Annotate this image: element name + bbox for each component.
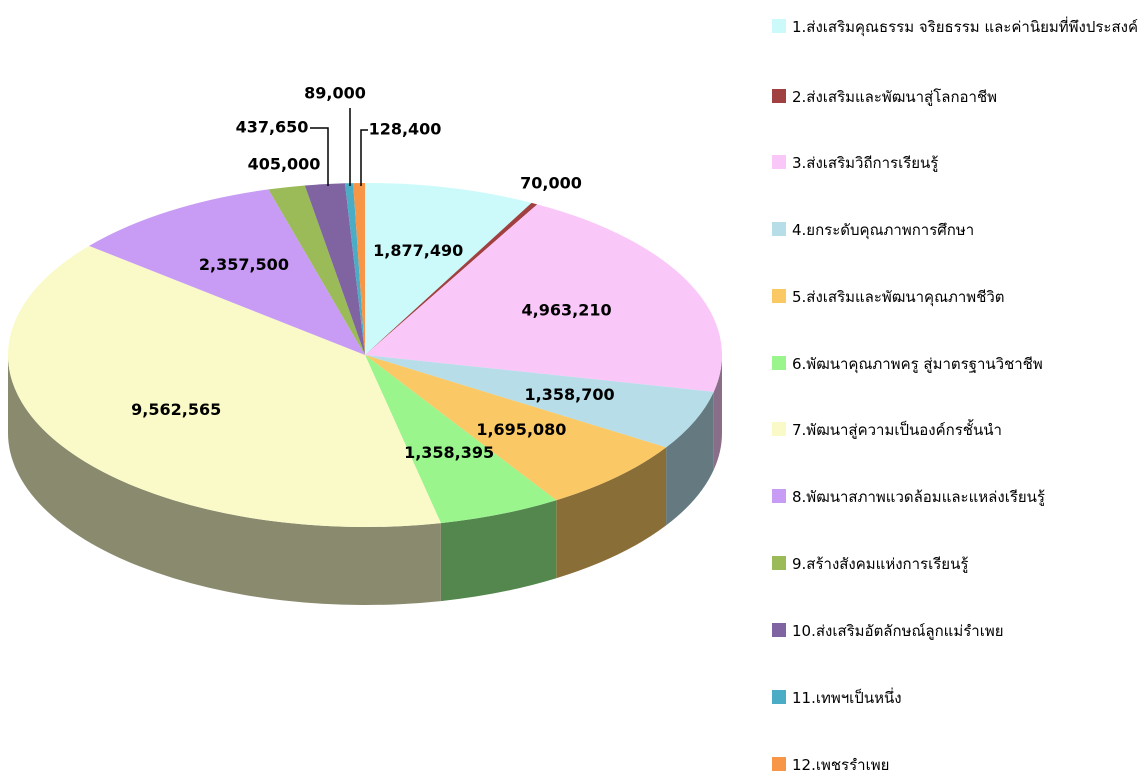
legend-label: 12.เพชรรำเพย xyxy=(792,756,890,774)
legend-item: 1.ส่งเสริมคุณธรรม จริยธรรม และค่านิยมที่… xyxy=(772,10,1144,45)
legend-label: 2.ส่งเสริมและพัฒนาสู่โลกอาชีพ xyxy=(792,88,998,106)
slice xyxy=(304,183,365,355)
legend-item: 6.พัฒนาคุณภาพครู สู่มาตรฐานวิชาชีพ xyxy=(772,347,1144,382)
slice xyxy=(89,189,365,355)
legend-label: 4.ยกระดับคุณภาพการศึกษา xyxy=(792,221,975,239)
legend-label: 6.พัฒนาคุณภาพครู สู่มาตรฐานวิชาชีพ xyxy=(792,355,1043,373)
data-label: 437,650 xyxy=(236,118,309,137)
legend-label: 3.ส่งเสริมวิถีการเรียนรู้ xyxy=(792,154,939,172)
leader-line xyxy=(360,129,368,186)
legend-item: 4.ยกระดับคุณภาพการศึกษา xyxy=(772,213,1144,248)
data-label: 1,877,490 xyxy=(373,241,463,260)
legend-label: 11.เทพฯเป็นหนึ่ง xyxy=(792,689,902,707)
slice-side xyxy=(666,391,714,526)
slice xyxy=(365,355,714,448)
sides xyxy=(8,355,722,605)
data-label: 4,963,210 xyxy=(522,300,612,319)
legend-label: 7.พัฒนาสู่ความเป็นองค์กรชั้นนำ xyxy=(792,421,1002,439)
leader-line xyxy=(310,127,329,186)
legend-item: 12.เพชรรำเพย xyxy=(772,748,1144,783)
legend-swatch xyxy=(772,289,786,303)
legend-swatch xyxy=(772,89,786,103)
legend-label: 10.ส่งเสริมอัตลักษณ์ลูกแม่รำเพย xyxy=(792,622,1004,640)
data-label: 89,000 xyxy=(304,84,366,103)
legend-item: 8.พัฒนาสภาพแวดล้อมและแหล่งเรียนรู้ xyxy=(772,480,1144,515)
legend-item: 11.เทพฯเป็นหนึ่ง xyxy=(772,681,1144,716)
slice xyxy=(365,204,723,392)
legend-item: 9.สร้างสังคมแห่งการเรียนรู้ xyxy=(772,547,1144,582)
data-label: 128,400 xyxy=(369,120,442,139)
data-label: 1,695,080 xyxy=(476,420,566,439)
slice xyxy=(7,245,441,527)
legend-swatch xyxy=(772,623,786,637)
slice xyxy=(268,185,365,355)
legend-item: 5.ส่งเสริมและพัฒนาคุณภาพชีวิต xyxy=(772,280,1144,315)
legend-swatch xyxy=(772,155,786,169)
tops xyxy=(7,183,723,527)
slice xyxy=(344,183,365,355)
legend-swatch xyxy=(772,222,786,236)
slice-side xyxy=(440,500,557,602)
legend-swatch xyxy=(772,356,786,370)
legend-swatch xyxy=(772,489,786,503)
slice-side xyxy=(713,355,722,470)
data-label: 405,000 xyxy=(248,155,321,174)
data-label: 70,000 xyxy=(520,174,582,193)
legend-label: 9.สร้างสังคมแห่งการเรียนรู้ xyxy=(792,555,969,573)
slice xyxy=(353,183,365,355)
legend-swatch xyxy=(772,690,786,704)
data-label: 1,358,700 xyxy=(525,385,615,404)
legend-label: 1.ส่งเสริมคุณธรรม จริยธรรม และค่านิยมที่… xyxy=(792,18,1139,36)
slice-side xyxy=(556,447,667,579)
data-label: 2,357,500 xyxy=(199,255,289,274)
data-label: 9,562,565 xyxy=(131,400,221,419)
slice xyxy=(365,183,532,355)
slice xyxy=(365,202,538,355)
data-label: 1,358,395 xyxy=(404,443,494,462)
slice xyxy=(365,355,557,524)
legend-item: 3.ส่งเสริมวิถีการเรียนรู้ xyxy=(772,146,1144,181)
legend-label: 8.พัฒนาสภาพแวดล้อมและแหล่งเรียนรู้ xyxy=(792,488,1045,506)
legend-swatch xyxy=(772,422,786,436)
chart: 1,877,490 70,000 4,963,210 1,358,700 1,695,0… xyxy=(7,84,723,605)
legend-swatch xyxy=(772,19,786,33)
legend-item: 2.ส่งเสริมและพัฒนาสู่โลกอาชีพ xyxy=(772,80,1144,115)
legend-swatch xyxy=(772,556,786,570)
slice-side xyxy=(8,355,441,605)
legend-swatch xyxy=(772,757,786,771)
legend-item: 7.พัฒนาสู่ความเป็นองค์กรชั้นนำ xyxy=(772,413,1144,448)
slice xyxy=(365,355,667,501)
legend-label: 5.ส่งเสริมและพัฒนาคุณภาพชีวิต xyxy=(792,288,1005,306)
labels: 1,877,490 70,000 4,963,210 1,358,700 1,695,0… xyxy=(131,84,615,463)
legend-item: 10.ส่งเสริมอัตลักษณ์ลูกแม่รำเพย xyxy=(772,614,1144,649)
